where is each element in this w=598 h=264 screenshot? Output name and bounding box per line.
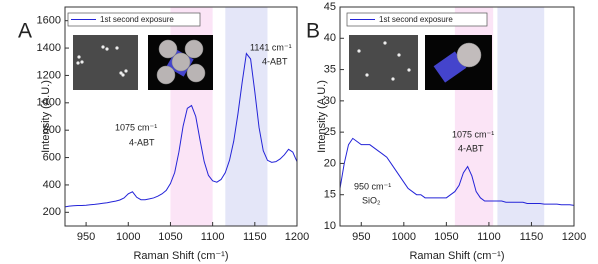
y-axis-title: Intensity (A.U.) [316,80,328,153]
inset-sphere [184,39,204,59]
spectrum-line [339,137,575,206]
inset-particle [80,60,84,64]
x-tick-label: 1200 [562,231,586,243]
annotation: 950 cm⁻¹ [354,181,391,191]
inset-sphere [171,52,191,72]
y-tick-label: 1600 [37,15,61,27]
panel-label: A [18,20,32,43]
inset-particle [77,55,81,59]
y-tick-label: 25 [324,126,336,138]
y-tick-label: 800 [43,124,61,136]
highlight-band [225,7,268,226]
inset-image [73,35,138,90]
x-tick-label: 1050 [158,231,182,243]
inset-particle [101,45,105,49]
annotation: 1075 cm⁻¹ [452,129,494,139]
x-axis-title: Raman Shift (cm⁻¹) [133,250,228,262]
legend-box [346,12,488,27]
plot-frame [64,6,298,227]
panel-label: B [306,20,320,43]
legend-label: 1st second exposure [100,15,174,24]
y-tick-label: 15 [324,189,336,201]
inset-particle [115,46,119,50]
legend-label: 1st second exposure [379,15,453,24]
annotation: 1075 cm⁻¹ [115,122,157,132]
y-tick-label: 10 [324,220,336,232]
inset-particle [383,41,387,45]
inset-particle [105,47,109,51]
legend-box [67,12,201,27]
inset-particle [407,68,411,72]
x-tick-label: 1150 [243,231,267,243]
inset-particle [391,77,395,81]
inset-image [349,35,418,90]
highlight-band [497,7,545,226]
x-axis-title: Raman Shift (cm⁻¹) [409,250,504,262]
y-tick-label: 1200 [37,69,61,81]
inset-particle [119,71,123,75]
annotation: 4-ABT [458,143,484,153]
inset-particle [365,73,369,77]
inset-sphere [156,65,176,85]
y-tick-label: 200 [43,206,61,218]
y-tick-label: 20 [324,157,336,169]
x-tick-label: 950 [352,231,370,243]
inset-sphere [186,63,206,83]
plot-frame [339,6,575,227]
inset-particle [124,69,128,73]
y-axis-title: Intensity (A.U.) [40,80,52,153]
inset-particle [76,61,80,65]
y-tick-label: 400 [43,179,61,191]
x-tick-label: 1150 [520,231,544,243]
x-tick-label: 1000 [116,231,140,243]
y-tick-label: 600 [43,151,61,163]
annotation: 4-ABT [262,56,288,66]
y-tick-label: 1400 [37,42,61,54]
y-tick-label: 45 [324,1,336,13]
x-tick-label: 1100 [201,231,225,243]
x-tick-label: 1000 [392,231,416,243]
y-tick-label: 35 [324,63,336,75]
inset-sphere [456,42,482,68]
spectrum-line [64,52,298,208]
x-tick-label: 1200 [285,231,309,243]
y-tick-label: 30 [324,95,336,107]
inset-particle [121,73,125,77]
annotation: 1141 cm⁻¹ [250,42,292,52]
y-tick-label: 40 [324,32,336,44]
inset-particle [397,53,401,57]
y-tick-label: 1000 [37,97,61,109]
x-tick-label: 1050 [434,231,458,243]
annotation: 4-ABT [129,137,155,147]
x-tick-label: 950 [77,231,95,243]
annotation: SiO₂ [362,195,381,205]
inset-particle [357,49,361,53]
x-tick-label: 1100 [477,231,501,243]
inset-sphere [158,39,178,59]
